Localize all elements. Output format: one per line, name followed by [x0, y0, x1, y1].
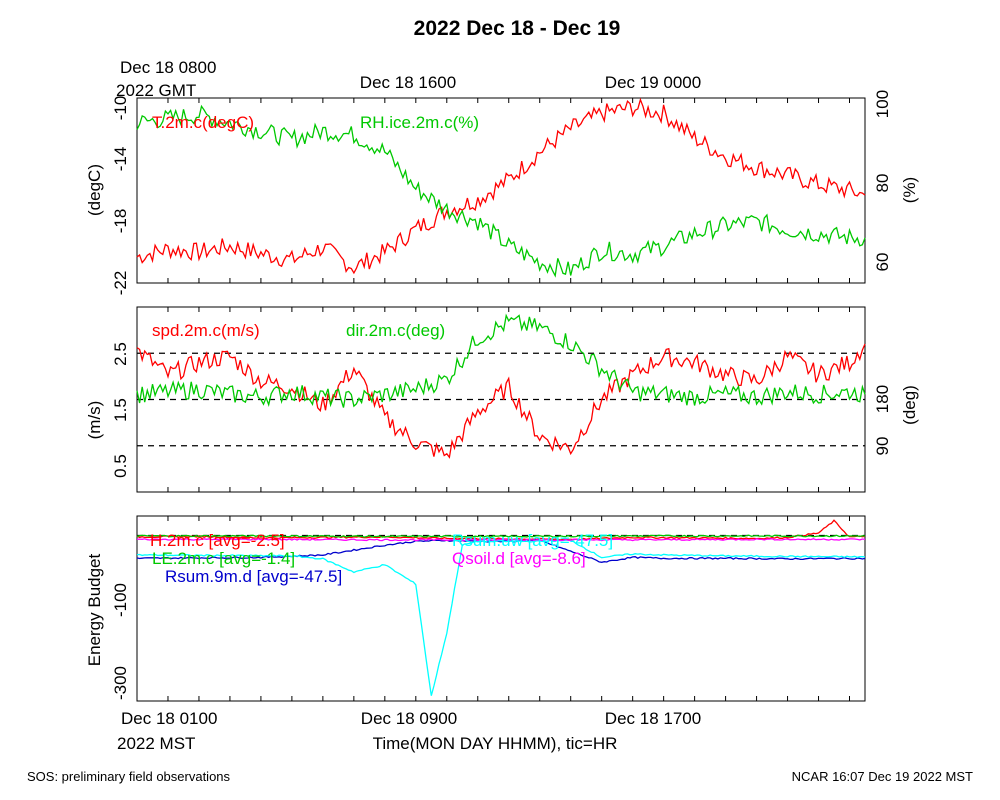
- legend-humidity: RH.ice.2m.c(%): [360, 113, 479, 132]
- series-line-magenta: [136, 538, 866, 542]
- bottom-time-label-3: Dec 18 1700: [605, 709, 701, 728]
- chart-title: 2022 Dec 18 - Dec 19: [414, 17, 621, 40]
- series-line-blue: [136, 539, 866, 563]
- panel-3-left-ylabel: Energy Budget: [85, 553, 104, 666]
- legend-rsum-9m: Rsum.9m.d [avg=-47.5]: [165, 567, 342, 586]
- top-time-label-1a: Dec 18 0800: [120, 58, 216, 77]
- series-line-green: [136, 534, 866, 538]
- panel-1-right-ylabel: (%): [900, 177, 919, 203]
- footer-right: NCAR 16:07 Dec 19 2022 MST: [792, 769, 973, 784]
- bottom-time-label-1a: Dec 18 0100: [121, 709, 217, 728]
- panel-2-left-ylabel: (m/s): [85, 401, 104, 440]
- top-time-label-1b: 2022 GMT: [116, 81, 196, 100]
- legend-rsum-uw: Rsum.uw [avg=-47.5]: [452, 531, 613, 550]
- top-time-label-2: Dec 18 1600: [360, 73, 456, 92]
- series-line-cyan: [136, 539, 866, 696]
- legend-wind-direction: dir.2m.c(deg): [346, 321, 445, 340]
- series-line-red: [136, 97, 866, 275]
- footer-left: SOS: preliminary field observations: [27, 769, 231, 784]
- panel-1-frame: [136, 97, 866, 284]
- panel-3-frame: [136, 515, 866, 702]
- series-line-green: [136, 313, 866, 408]
- panel-1-right-ytick: 100: [873, 90, 892, 118]
- legend-le: LE.2m.c [avg=-1.4]: [152, 549, 295, 568]
- panel-1-series: [136, 97, 866, 283]
- panel-2-series: [136, 307, 866, 492]
- top-time-label-3: Dec 19 0000: [605, 73, 701, 92]
- panel-1-ytick: -14: [111, 147, 130, 172]
- series-line-red: [136, 343, 866, 459]
- panel-3-series: [136, 516, 866, 701]
- panel-2-right-ylabel: (deg): [900, 385, 919, 425]
- panel-3-ytick: -300: [111, 666, 130, 700]
- legend-wind-speed: spd.2m.c(m/s): [152, 321, 260, 340]
- series-line-green: [136, 104, 866, 278]
- panel-2-right-ytick: 180: [873, 385, 892, 413]
- panel-2-ytick: 1.5: [111, 398, 130, 422]
- panel-1-ytick: -18: [111, 209, 130, 234]
- panel-2-right-ytick: 90: [873, 437, 892, 456]
- bottom-time-label-2: Dec 18 0900: [361, 709, 457, 728]
- panel-2-ytick: 0.5: [111, 454, 130, 478]
- panel-1-ytick: -22: [111, 271, 130, 296]
- legend-qsoil: Qsoil.d [avg=-8.6]: [452, 549, 586, 568]
- panel-1-right-ytick: 60: [873, 253, 892, 272]
- bottom-time-label-1b: 2022 MST: [117, 734, 195, 753]
- legend-h: H.2m.c [avg=-2.5]: [150, 531, 285, 550]
- panel-1-ytick: -10: [111, 96, 130, 121]
- panel-3-ytick: -100: [111, 583, 130, 617]
- panel-1-left-ylabel: (degC): [85, 164, 104, 216]
- panel-2-ytick: 2.5: [111, 342, 130, 366]
- legend-temperature: T.2m.c(degC): [152, 113, 254, 132]
- x-axis-label: Time(MON DAY HHMM), tic=HR: [373, 734, 618, 753]
- panel-1-right-ytick: 80: [873, 174, 892, 193]
